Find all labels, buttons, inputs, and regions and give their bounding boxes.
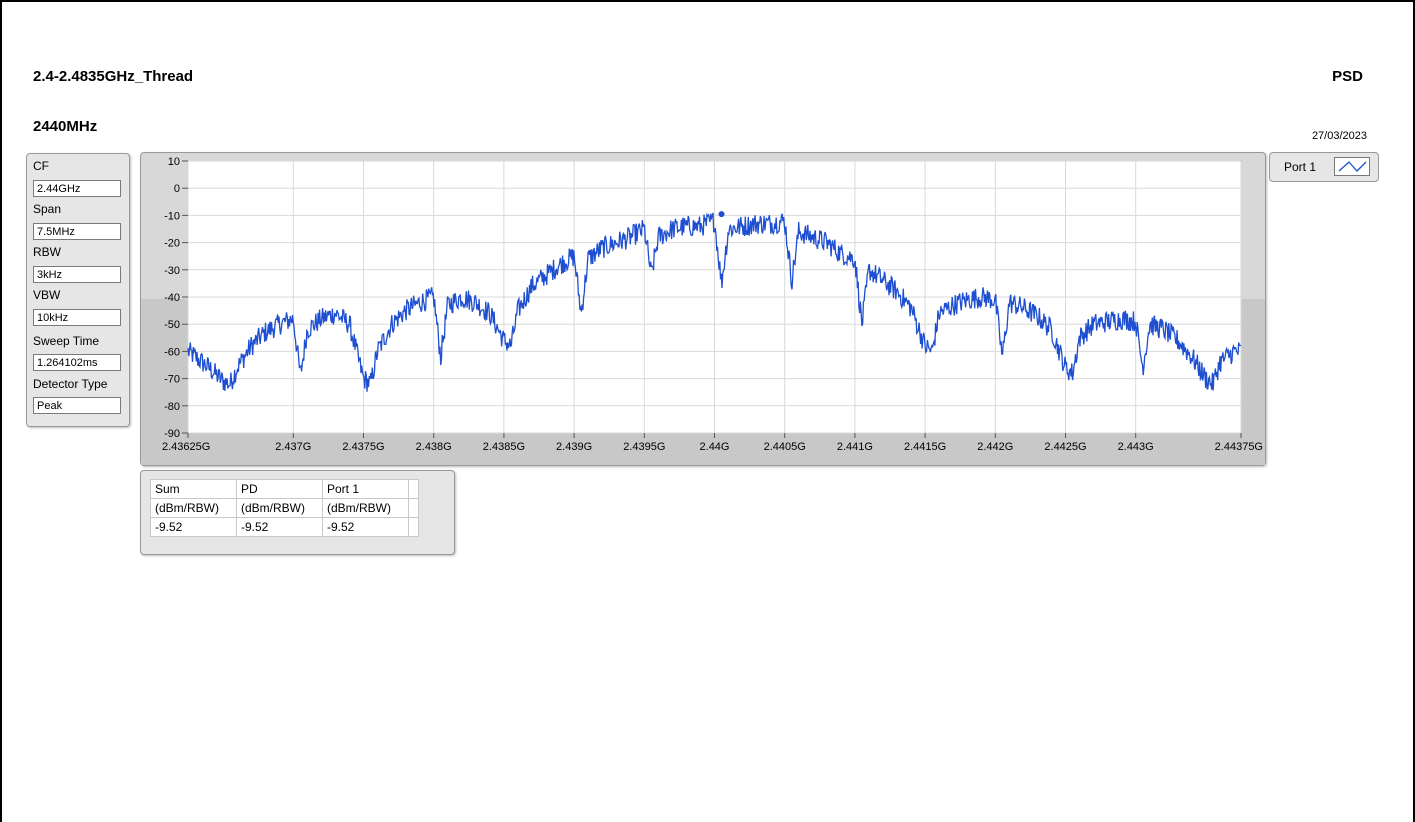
- header-sum: Sum: [150, 479, 237, 499]
- x-tick-label: 2.4395G: [623, 441, 665, 453]
- table-spacer: [408, 498, 419, 518]
- value-port1: -9.52: [322, 517, 409, 537]
- x-tick-label: 2.4425G: [1044, 441, 1086, 453]
- y-tick-label: -70: [164, 374, 180, 386]
- y-tick-label: -10: [164, 210, 180, 222]
- test-date: 27/03/2023: [1311, 130, 1367, 142]
- x-tick-label: 2.443G: [1118, 441, 1154, 453]
- results-table: Sum PD Port 1 (dBm/RBW) (dBm/RBW) (dBm/R…: [150, 479, 419, 537]
- x-tick-label: 2.4405G: [764, 441, 806, 453]
- x-axis: 2.43625G 2.437G 2.4375G 2.438G 2.4385G 2.439G…: [162, 433, 1263, 453]
- table-row: Sum PD Port 1: [150, 479, 419, 499]
- y-tick-label: -90: [164, 428, 180, 440]
- x-tick-label: 2.4415G: [904, 441, 946, 453]
- measurement-type: PSD: [1332, 68, 1363, 85]
- rbw-field[interactable]: 3kHz: [33, 266, 121, 283]
- y-tick-label: 10: [168, 156, 180, 168]
- detector-type-label: Detector Type: [33, 377, 108, 391]
- x-tick-label: 2.4375G: [342, 441, 384, 453]
- value-pd: -9.52: [236, 517, 323, 537]
- x-tick-label: 2.44G: [700, 441, 730, 453]
- x-tick-label: 2.43625G: [162, 441, 210, 453]
- table-spacer: [408, 517, 419, 537]
- y-axis: 10 0 -10 -20 -30 -40 -50 -60 -70 -80 -90: [164, 156, 188, 440]
- rbw-label: RBW: [33, 245, 61, 259]
- trace-style-icon[interactable]: [1334, 157, 1370, 176]
- plot-legend[interactable]: Port 1: [1269, 152, 1379, 182]
- test-title: 2.4-2.4835GHz_Thread: [33, 68, 194, 85]
- y-tick-label: -20: [164, 238, 180, 250]
- y-tick-label: -60: [164, 346, 180, 358]
- unit-pd: (dBm/RBW): [236, 498, 323, 518]
- x-tick-label: 2.438G: [416, 441, 452, 453]
- header-port1: Port 1: [322, 479, 409, 499]
- cf-field[interactable]: 2.44GHz: [33, 180, 121, 197]
- y-tick-label: -30: [164, 265, 180, 277]
- x-tick-label: 2.44375G: [1215, 441, 1263, 453]
- value-sum: -9.52: [150, 517, 237, 537]
- port1-trace: [187, 212, 1242, 392]
- channel-frequency: 2440MHz: [33, 118, 98, 135]
- peak-marker[interactable]: [718, 211, 725, 218]
- x-tick-label: 2.437G: [275, 441, 311, 453]
- y-tick-label: -40: [164, 292, 180, 304]
- table-row: -9.52 -9.52 -9.52: [150, 517, 419, 537]
- cf-label: CF: [33, 159, 49, 173]
- unit-port1: (dBm/RBW): [322, 498, 409, 518]
- vbw-label: VBW: [33, 288, 61, 302]
- detector-type-field[interactable]: Peak: [33, 397, 121, 414]
- x-tick-label: 2.441G: [837, 441, 873, 453]
- spectrum-plot-panel: 10 0 -10 -20 -30 -40 -50 -60 -70 -80 -90 2.43625G 2…: [140, 152, 1266, 466]
- legend-label: Port 1: [1284, 160, 1317, 174]
- x-tick-label: 2.439G: [556, 441, 592, 453]
- y-tick-label: -80: [164, 401, 180, 413]
- span-field[interactable]: 7.5MHz: [33, 223, 121, 240]
- x-tick-label: 2.4385G: [483, 441, 525, 453]
- table-row: (dBm/RBW) (dBm/RBW) (dBm/RBW): [150, 498, 419, 518]
- vbw-field[interactable]: 10kHz: [33, 309, 121, 326]
- y-tick-label: 0: [174, 183, 180, 195]
- sweep-time-field[interactable]: 1.264102ms: [33, 354, 121, 371]
- x-tick-label: 2.442G: [977, 441, 1013, 453]
- header-pd: PD: [236, 479, 323, 499]
- settings-panel: CF 2.44GHz Span 7.5MHz RBW 3kHz VBW 10kH…: [26, 153, 130, 427]
- span-label: Span: [33, 202, 62, 216]
- unit-sum: (dBm/RBW): [150, 498, 237, 518]
- table-spacer: [408, 479, 419, 499]
- sweep-time-label: Sweep Time: [33, 334, 100, 348]
- results-panel: Sum PD Port 1 (dBm/RBW) (dBm/RBW) (dBm/R…: [140, 470, 455, 555]
- y-tick-label: -50: [164, 319, 180, 331]
- spectrum-plot: 100-10-20-30-40-50-60-70-80-90 2.43625G 2…: [141, 156, 1265, 465]
